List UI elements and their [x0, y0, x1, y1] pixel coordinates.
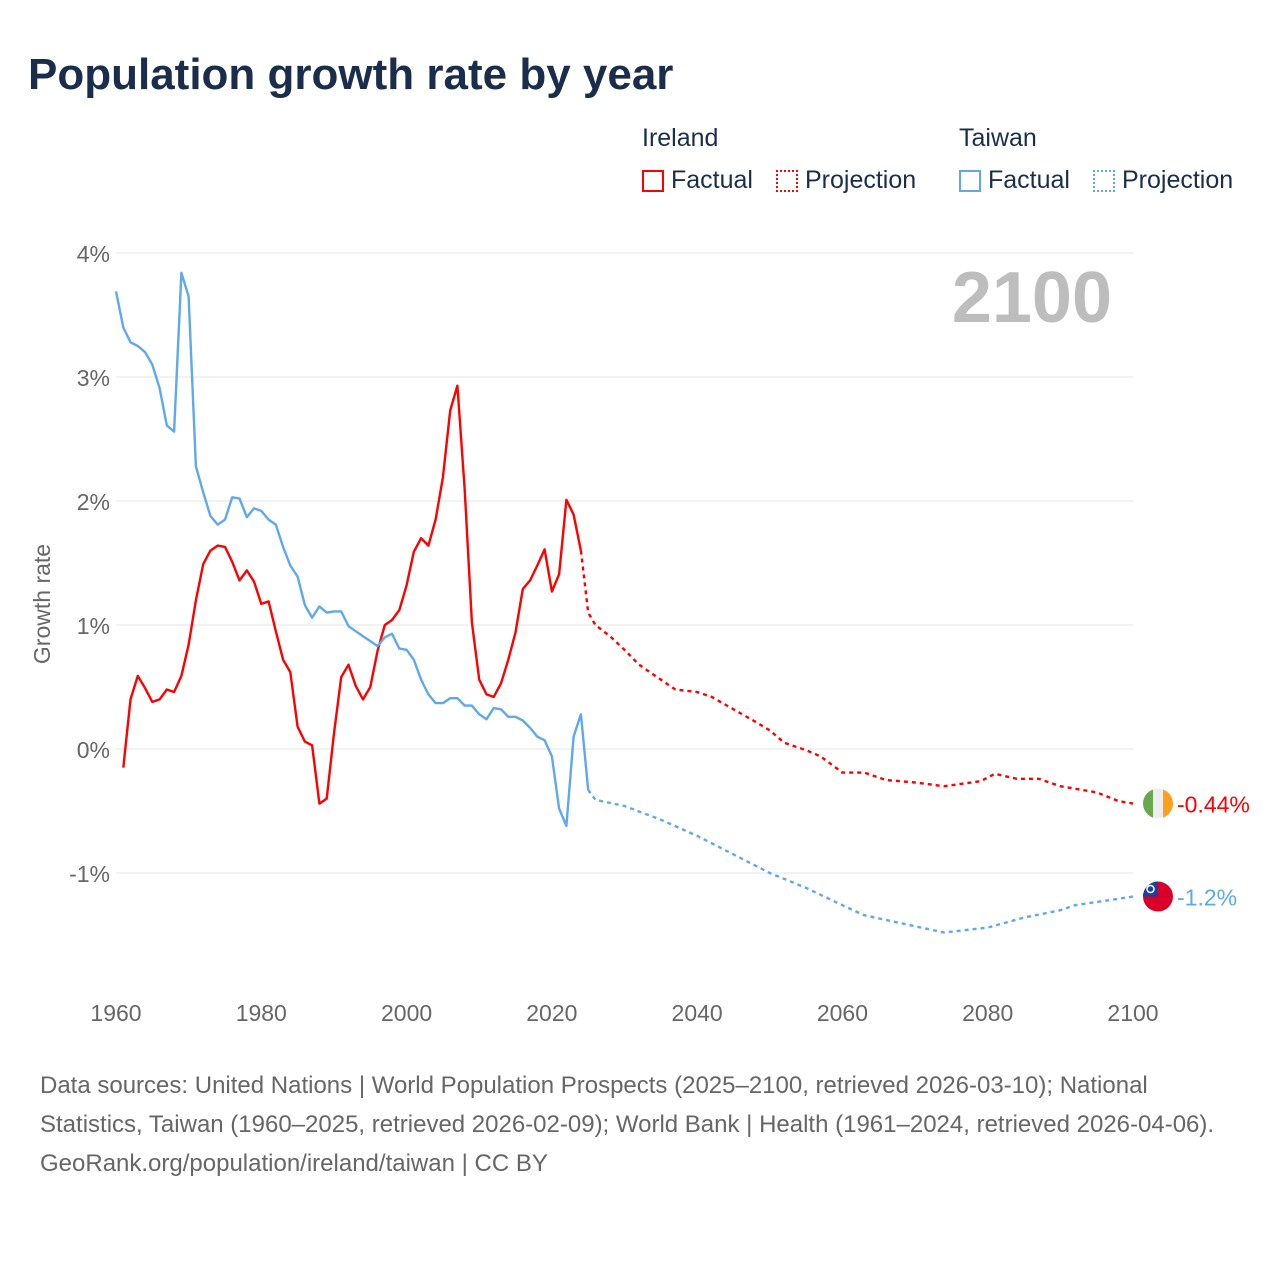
legend-swatch-dotted — [776, 169, 798, 192]
legend-taiwan-factual[interactable]: Factual — [959, 166, 1070, 195]
ireland-factual-line — [122, 384, 583, 805]
x-tick-label: 2020 — [526, 1000, 577, 1026]
x-tick-label: 2100 — [1107, 1000, 1158, 1026]
taiwan-flag-icon — [1143, 881, 1173, 912]
legend-label: Projection — [1122, 166, 1234, 194]
legend-label: Projection — [805, 166, 917, 194]
ireland-end-value-label: -0.44% — [1177, 792, 1250, 818]
y-tick-label: 3% — [77, 365, 110, 391]
ireland-projection-line — [579, 550, 1134, 805]
x-tick-label: 1980 — [236, 1000, 287, 1026]
y-tick-label: 2% — [77, 489, 110, 515]
taiwan-projection-line — [587, 789, 1134, 934]
legend-swatch-solid — [959, 169, 981, 192]
y-axis-label: Growth rate — [29, 544, 55, 664]
y-tick-label: 0% — [77, 737, 110, 763]
data-sources: Data sources: United Nations | World Pop… — [40, 1072, 1215, 1138]
x-tick-label: 1960 — [90, 1000, 141, 1026]
ireland-flag-icon — [1143, 788, 1173, 819]
taiwan-factual-line — [114, 271, 590, 828]
chart-title: Population growth rate by year — [28, 50, 674, 99]
y-tick-label: 4% — [77, 241, 110, 267]
legend-group-taiwan: Taiwan — [959, 124, 1037, 152]
legend-ireland-factual[interactable]: Factual — [642, 166, 753, 195]
y-tick-label: 1% — [77, 613, 110, 639]
x-tick-label: 2080 — [962, 1000, 1013, 1026]
credit-link[interactable]: GeoRank.org/population/ireland/taiwan | … — [40, 1150, 548, 1177]
legend-taiwan-projection[interactable]: Projection — [1093, 166, 1233, 195]
x-tick-label: 2000 — [381, 1000, 432, 1026]
year-label: 2100 — [952, 258, 1112, 338]
taiwan-end-value-label: -1.2% — [1177, 885, 1237, 911]
y-tick-label: -1% — [69, 861, 110, 887]
legend-ireland-projection[interactable]: Projection — [776, 166, 916, 195]
x-tick-label: 2040 — [672, 1000, 723, 1026]
legend-swatch-solid — [642, 169, 664, 192]
legend-group-ireland: Ireland — [642, 124, 719, 152]
legend-label: Factual — [671, 166, 753, 194]
line-chart: 4% 3% 2% 1% 0% -1% 1960 1980 2000 2020 2040 2060 208… — [29, 241, 1250, 1026]
legend-label: Factual — [988, 166, 1070, 194]
legend-swatch-dotted — [1093, 169, 1115, 192]
x-tick-label: 2060 — [817, 1000, 868, 1026]
footer: Data sources: United Nations | World Pop… — [40, 1066, 1250, 1183]
